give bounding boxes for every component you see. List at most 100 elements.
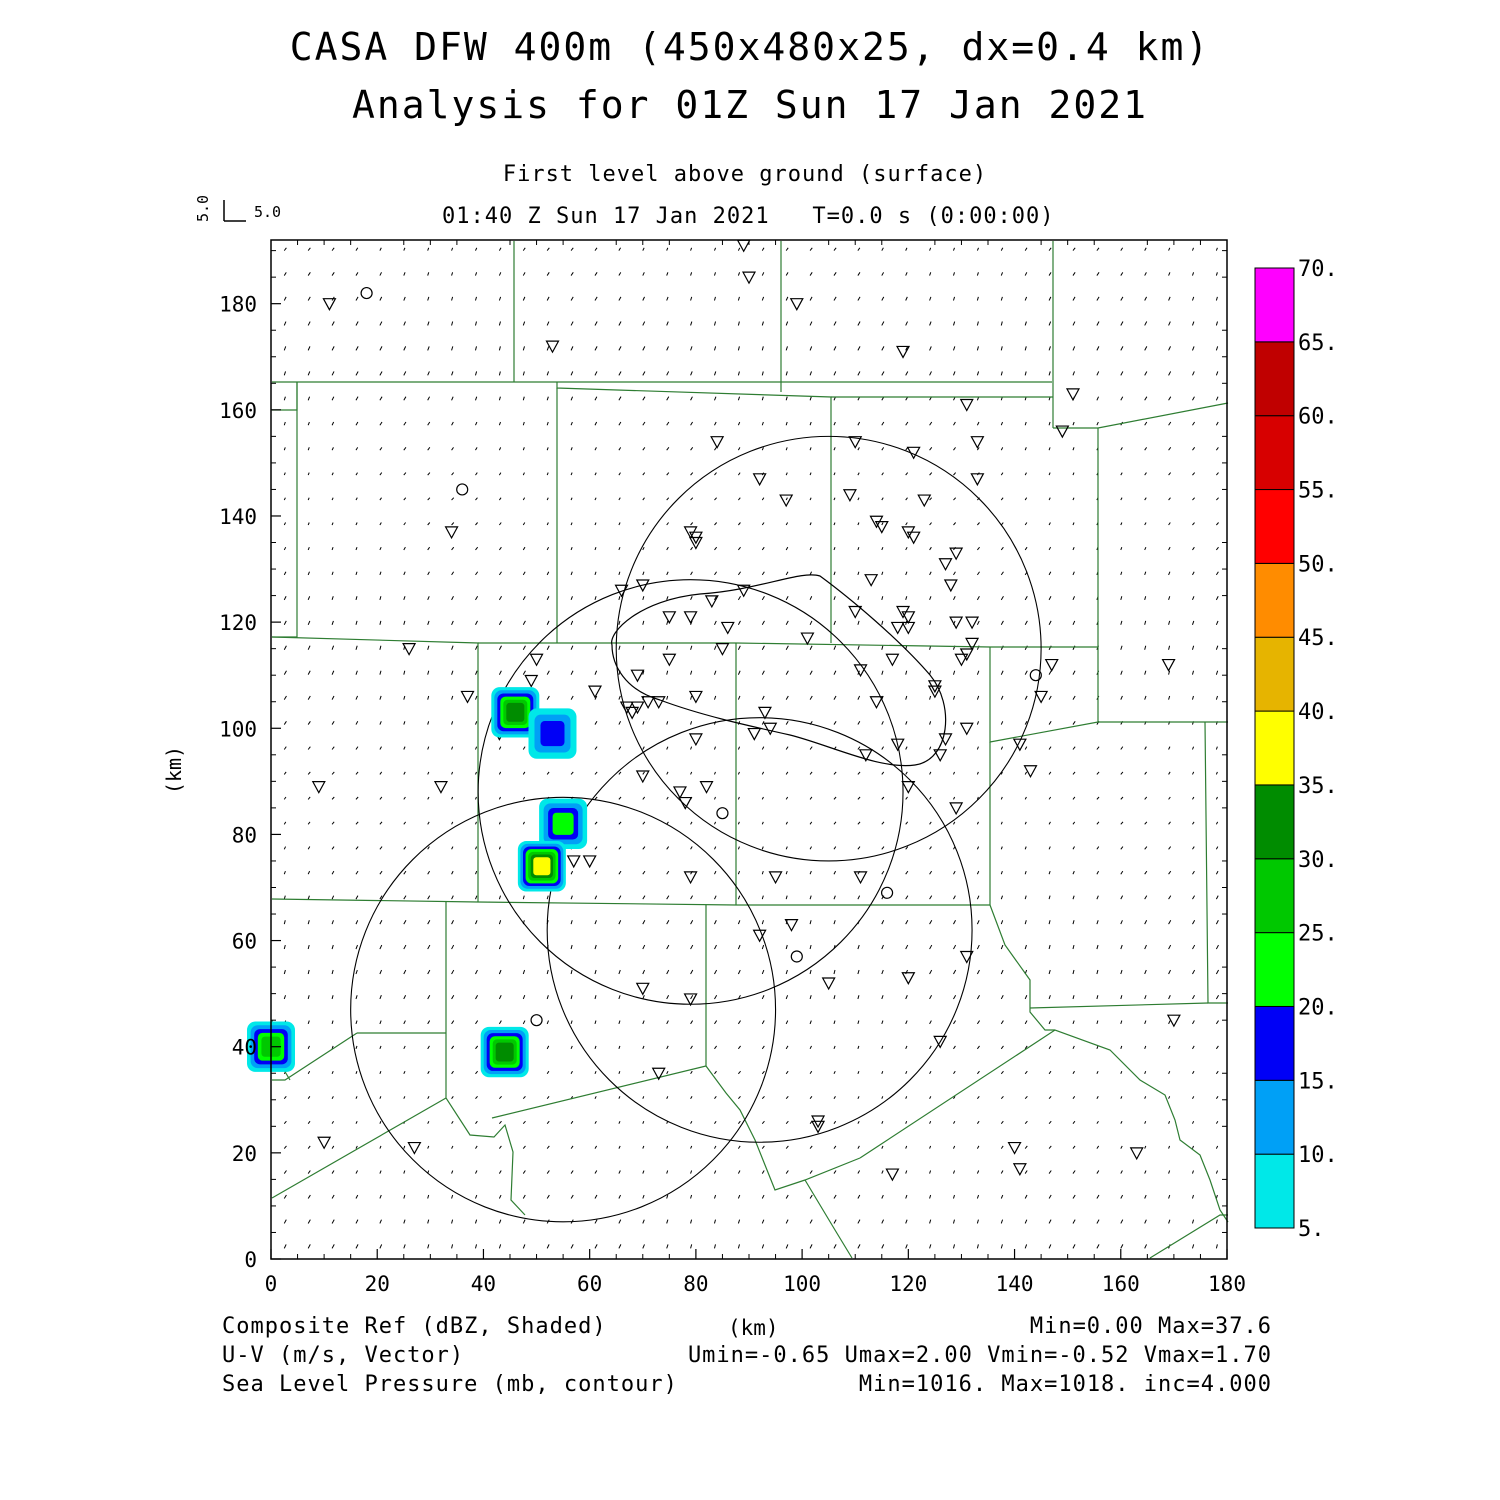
station-triangle-icon — [587, 685, 602, 699]
wind-vector — [618, 969, 621, 975]
wind-vector — [690, 1145, 693, 1149]
level-label: First level above ground (surface) — [502, 162, 988, 187]
wind-vector — [642, 920, 646, 925]
y-tick-label: 100 — [219, 717, 257, 741]
wind-vector — [427, 645, 430, 650]
wind-vector — [881, 1194, 884, 1199]
wind-vector — [690, 895, 693, 900]
wind-vector — [1072, 421, 1075, 426]
station-circle-icon — [880, 886, 894, 899]
wind-vector — [546, 620, 550, 626]
wind-vector — [1048, 497, 1051, 501]
wind-vector — [953, 497, 957, 501]
wind-vector — [785, 1194, 789, 1199]
station-triangle-icon — [736, 239, 751, 253]
wind-vector — [1048, 346, 1051, 351]
wind-vector — [929, 721, 932, 725]
station-triangle-icon — [433, 781, 448, 794]
wind-vector — [1000, 870, 1003, 875]
wind-vector — [355, 870, 359, 875]
wind-vector — [1191, 1219, 1195, 1224]
wind-vector — [690, 447, 694, 451]
wind-vector — [522, 1095, 526, 1100]
wind-vector — [642, 1145, 645, 1149]
wind-vector — [833, 321, 837, 326]
wind-vector — [737, 247, 741, 251]
wind-vector — [1144, 1121, 1147, 1124]
wind-vector — [283, 1170, 287, 1174]
wind-vector — [379, 1020, 382, 1025]
wind-vector — [1144, 247, 1147, 251]
wind-vector — [953, 796, 956, 800]
wind-vector — [1215, 1170, 1218, 1174]
wind-vector — [1000, 1045, 1004, 1050]
wind-vector — [976, 920, 980, 925]
wind-vector — [976, 796, 979, 800]
colorbar-swatch — [1254, 415, 1295, 491]
wind-vector — [283, 620, 287, 626]
wind-vector — [1120, 272, 1124, 276]
station-triangle-icon — [720, 621, 735, 635]
wind-vector — [355, 272, 359, 276]
wind-vector — [761, 1045, 765, 1050]
wind-vector — [522, 272, 526, 276]
wind-vector — [976, 321, 979, 326]
wind-vector — [498, 746, 502, 750]
wind-vector — [953, 522, 957, 526]
wind-vector — [451, 645, 454, 650]
wind-vector — [1096, 1219, 1100, 1224]
wind-vector — [498, 447, 502, 451]
wind-vector — [953, 247, 955, 251]
wind-vector — [642, 346, 646, 351]
wind-vector — [1000, 695, 1004, 700]
wind-vector — [1120, 771, 1124, 775]
wind-vector — [451, 272, 454, 276]
wind-vector — [331, 1244, 335, 1249]
wind-vector — [1215, 796, 1218, 800]
wind-vector — [1048, 821, 1051, 825]
wind-vector — [1096, 995, 1099, 1000]
wind-vector — [761, 969, 765, 975]
wind-vector — [857, 546, 860, 551]
wind-vector — [881, 1121, 884, 1124]
wind-vector — [929, 969, 933, 975]
wind-vector — [1024, 944, 1027, 950]
wind-vector — [833, 1045, 836, 1050]
station-triangle-icon — [1161, 658, 1176, 672]
wind-vector — [785, 321, 789, 326]
wind-vector — [355, 497, 358, 501]
wind-vector — [953, 272, 955, 276]
wind-vector — [785, 396, 788, 401]
wind-vector — [451, 596, 454, 601]
wind-vector — [355, 771, 359, 775]
wind-vector — [594, 1045, 597, 1049]
wind-vector — [522, 1020, 526, 1025]
wind-vector — [666, 870, 670, 875]
wind-vector — [642, 247, 645, 251]
footer-field-3: Sea Level Pressure (mb, contour) — [222, 1372, 678, 1397]
wind-vector — [618, 645, 621, 650]
wind-vector — [929, 421, 933, 426]
wind-vector — [1096, 1170, 1100, 1174]
wind-vector — [1192, 969, 1196, 975]
wind-vector — [953, 1120, 956, 1124]
wind-vector — [451, 895, 454, 900]
wind-vector — [331, 272, 335, 276]
wind-vector — [642, 1194, 645, 1199]
wind-vector — [355, 1145, 358, 1149]
wind-vector — [1192, 346, 1195, 351]
wind-vector — [451, 1170, 454, 1174]
wind-vector — [785, 522, 789, 526]
station-triangle-icon — [625, 706, 640, 720]
wind-vector — [737, 1145, 741, 1149]
wind-vector — [403, 596, 406, 600]
wind-vector — [1048, 846, 1051, 850]
wind-vector — [451, 247, 454, 251]
wind-vector — [1024, 721, 1028, 725]
wind-vector — [331, 1020, 334, 1025]
wind-vector — [833, 1244, 837, 1249]
station-triangle-icon — [699, 781, 714, 794]
wind-vector — [737, 1219, 741, 1224]
station-triangle-icon — [444, 526, 459, 540]
wind-vector — [522, 1219, 526, 1224]
